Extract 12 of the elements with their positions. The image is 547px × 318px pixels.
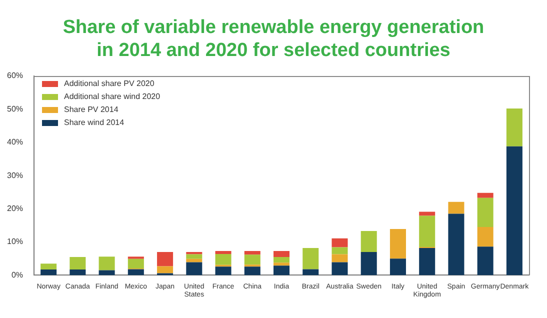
y-tick-label: 60% — [6, 71, 24, 80]
y-tick-label: 0% — [11, 270, 24, 280]
y-tick-label: 30% — [6, 170, 24, 180]
y-tick-label: 10% — [6, 237, 24, 246]
y-tick-label: 40% — [6, 138, 24, 147]
y-tick-label: 50% — [6, 104, 24, 114]
legend-label: Additional share PV 2020 — [64, 79, 155, 88]
legend-label: Additional share wind 2020 — [64, 92, 161, 102]
legend-label: Share PV 2014 — [64, 105, 119, 114]
chart-title: Share of variable renewable energy generation in 2014 and 2020 for selected countries — [62, 16, 486, 62]
legend-label: Share wind 2014 — [64, 118, 125, 128]
y-tick-label: 20% — [6, 204, 24, 214]
